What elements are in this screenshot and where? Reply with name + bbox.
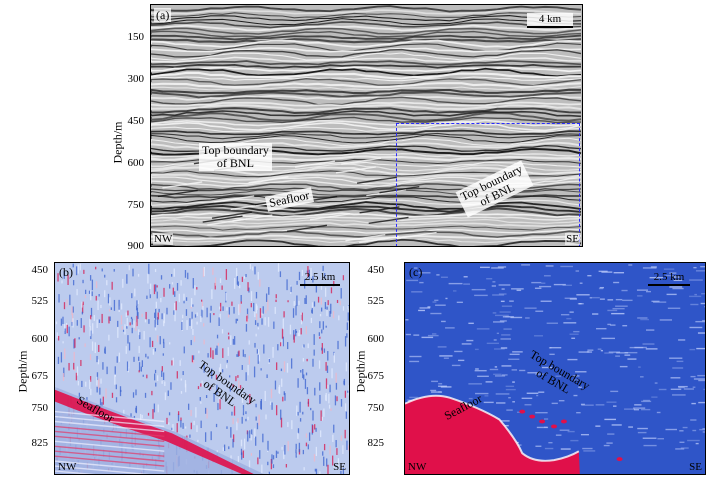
attribute-image — [405, 263, 705, 474]
y-tick: 750 — [31, 402, 49, 414]
panel-label: (a) — [154, 8, 172, 22]
y-tick: 675 — [367, 370, 385, 382]
y-tick: 300 — [127, 73, 145, 85]
y-tick: 600 — [367, 333, 385, 345]
corner-label-nw: NW — [408, 461, 427, 473]
annotation-top-boundary-left: Top boundary of BNL — [199, 143, 272, 171]
y-tick: 525 — [367, 295, 385, 307]
panel-c-attribute-section: (c) 2.5 km Seafloor Top boundary of BNL … — [404, 262, 706, 475]
panel-label: (b) — [59, 265, 73, 279]
y-tick: 675 — [31, 370, 49, 382]
y-tick: 450 — [31, 264, 49, 276]
y-tick: 750 — [127, 199, 145, 211]
scale-bar: 4 km — [527, 13, 573, 28]
y-tick: 525 — [31, 295, 49, 307]
panel-b-attribute-section: (b) 2.5 km Seafloor Top boundary of BNL … — [54, 262, 350, 475]
corner-label-se: SE — [333, 461, 346, 473]
y-tick: 825 — [367, 437, 385, 449]
region-of-interest-box — [396, 123, 580, 246]
corner-label-nw: NW — [58, 461, 77, 473]
y-tick: 600 — [31, 333, 49, 345]
y-tick: 150 — [127, 31, 145, 43]
scale-bar-label: 2.5 km — [304, 271, 336, 283]
panel-label: (c) — [409, 265, 423, 279]
corner-label-se: SE — [565, 233, 580, 245]
panel-a-seismic-section: (a) 4 km Top boundary of BNL Seafloor To… — [150, 4, 583, 247]
scale-bar-label: 2.5 km — [653, 271, 685, 283]
y-tick: 900 — [127, 240, 145, 252]
scale-bar: 2.5 km — [648, 271, 690, 286]
corner-label-se: SE — [689, 461, 702, 473]
scale-bar-line — [648, 284, 690, 286]
y-tick: 750 — [367, 402, 385, 414]
corner-label-nw: NW — [153, 233, 174, 245]
y-tick: 600 — [127, 157, 145, 169]
y-tick: 450 — [367, 264, 385, 276]
panel-a-y-axis-label: Depth/m — [110, 121, 125, 164]
scale-bar: 2.5 km — [300, 271, 340, 286]
attribute-image — [55, 263, 349, 474]
scale-bar-line — [300, 284, 340, 286]
scale-bar-label: 4 km — [538, 13, 562, 25]
scale-bar-line — [527, 26, 573, 28]
y-tick: 450 — [127, 115, 145, 127]
y-tick: 825 — [31, 437, 49, 449]
